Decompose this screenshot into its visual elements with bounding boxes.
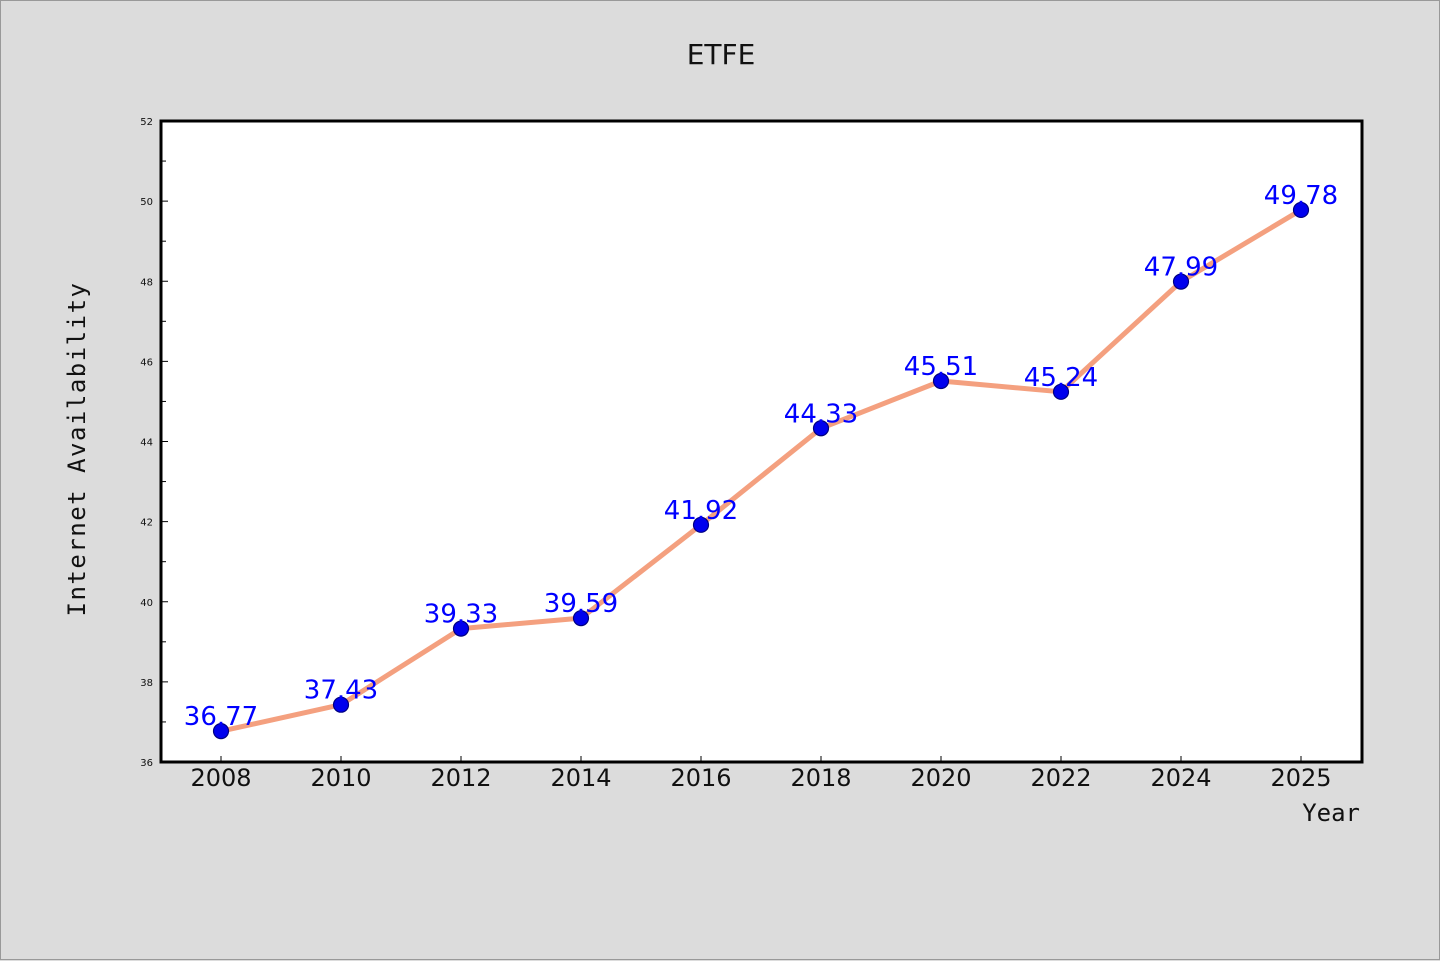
chart-title: ETFE [687,38,756,71]
x-tick-label: 2012 [430,764,491,792]
data-point[interactable] [1052,383,1070,400]
x-tick-label: 2024 [1150,764,1211,792]
data-label: 39.33 [424,600,498,630]
data-label-layer: 36.77 37.43 39.33 39.59 41.92 44.33 45.51 45.24… [184,181,1338,732]
x-tick-label: 2014 [550,764,611,792]
y-tick-label: 44 [140,438,153,449]
y-tick-label: 46 [140,357,153,368]
data-label: 45.51 [904,352,978,382]
y-axis-label: Internet Availability [63,282,91,617]
data-point[interactable] [692,516,710,533]
x-tick-label: 2018 [790,764,851,792]
y-tick-label: 38 [140,678,153,689]
y-tick-label: 52 [140,117,153,128]
data-label: 36.77 [184,702,258,732]
data-label: 44.33 [784,399,858,429]
plot-area [159,119,1364,764]
data-label: 37.43 [304,676,378,706]
data-label: 47.99 [1144,253,1218,283]
x-axis-label: Year [1302,799,1360,827]
series-layer [212,201,1310,740]
data-label: 39.59 [544,589,618,619]
data-point[interactable] [212,723,230,740]
data-label: 49.78 [1264,181,1338,211]
data-label: 45.24 [1024,363,1098,393]
x-tick-label: 2010 [310,764,371,792]
x-axis: 2008 2010 2012 2014 2016 2018 2020 2022 2024 2025 [190,756,1332,792]
x-tick-label: 2008 [190,764,251,792]
y-tick-label: 50 [140,197,153,208]
data-label: 41.92 [664,496,738,526]
series-line [218,207,1304,734]
y-tick-label: 48 [140,277,153,288]
data-point[interactable] [332,696,350,713]
data-point[interactable] [812,420,830,437]
data-point[interactable] [1292,201,1310,219]
y-tick-label: 40 [140,598,153,609]
data-point[interactable] [572,610,590,627]
x-tick-label: 2025 [1270,764,1331,792]
x-tick-label: 2016 [670,764,731,792]
y-tick-label: 36 [140,758,153,769]
y-tick-label: 42 [140,518,153,529]
x-tick-label: 2020 [910,764,971,792]
y-axis: 36 38 40 42 44 46 48 50 52 [140,117,168,769]
data-point[interactable] [1172,273,1190,290]
x-tick-label: 2022 [1030,764,1091,792]
data-point[interactable] [932,372,950,390]
data-point[interactable] [452,620,470,637]
